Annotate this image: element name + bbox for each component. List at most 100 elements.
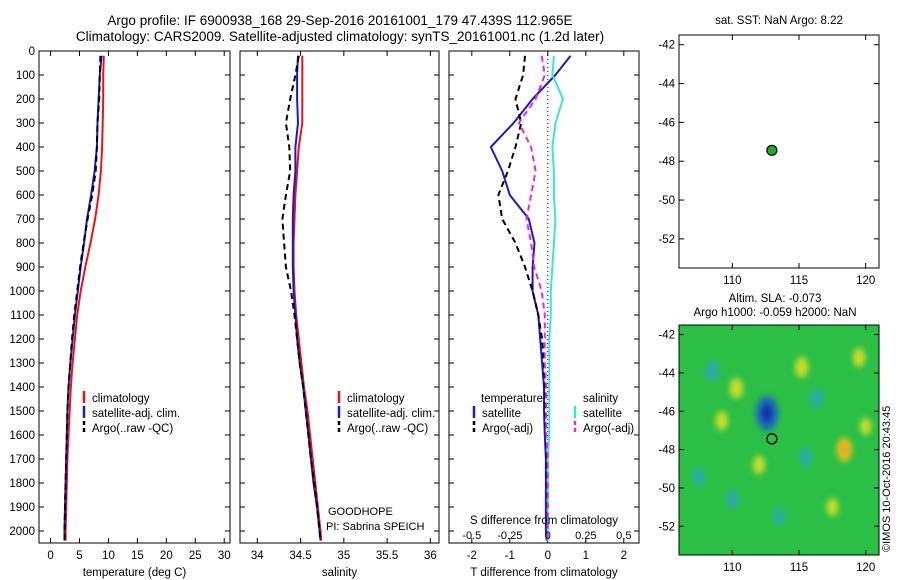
x-tick-label: 35 <box>337 550 350 562</box>
x2-tick-label: 0.5 <box>616 530 631 542</box>
legend-entry: Argo(-adj) <box>583 423 634 435</box>
y-tick-label: 2000 <box>9 526 35 538</box>
x-tick-label: 34.5 <box>289 550 311 562</box>
legend-entry: Argo(..raw -QC) <box>92 423 173 435</box>
x-tick-label: -2 <box>467 550 477 562</box>
y-tick-label: 1100 <box>10 310 35 322</box>
difference-series-line <box>546 55 564 541</box>
heatmap-anomaly <box>773 508 785 526</box>
y-tick-label: 1400 <box>9 382 35 394</box>
x-tick-label: 2 <box>621 550 627 562</box>
heatmap-anomaly <box>860 417 872 436</box>
y-tick-label: 400 <box>16 142 35 154</box>
heatmap-anomaly-core <box>840 443 849 456</box>
profile-panel-0 <box>38 50 231 544</box>
y-tick-label: -52 <box>658 234 675 246</box>
y-tick-label: 1000 <box>9 286 35 298</box>
heatmap-anomaly-core <box>761 404 773 423</box>
temperature-series-line <box>63 55 103 541</box>
profile-panel-1 <box>239 50 440 544</box>
sst-map-title: sat. SST: NaN Argo: 8.22 <box>715 15 843 27</box>
legend-entry: satellite-adj. clim. <box>347 408 435 420</box>
salinity-series-line <box>281 55 322 541</box>
profile-panel-2 <box>448 50 640 544</box>
x-tick-label: 110 <box>723 275 741 287</box>
y-tick-label: -50 <box>658 483 675 495</box>
y-tick-label: 800 <box>16 238 35 250</box>
x-tick-label: 1 <box>583 550 589 562</box>
x2-tick-label: -0.25 <box>497 530 522 542</box>
heatmap-anomaly <box>729 377 744 399</box>
x-tick-label: 0 <box>47 550 53 562</box>
x-tick-label: 10 <box>102 550 115 562</box>
y-tick-label: -48 <box>658 156 675 168</box>
y-tick-label: -46 <box>658 406 675 418</box>
heatmap-features <box>693 347 872 526</box>
y-tick-label: 200 <box>16 94 35 106</box>
sla-map-title-line2: Argo h1000: -0.059 h2000: NaN <box>693 307 856 319</box>
temperature-series-line <box>63 55 102 541</box>
x-axis-label: salinity <box>322 567 357 579</box>
x-tick-label: 120 <box>856 562 875 574</box>
legend-entry: satellite <box>583 408 622 420</box>
y-tick-label: -44 <box>658 79 675 91</box>
x-tick-label: 25 <box>189 550 202 562</box>
sla-map-title-line1: Altim. SLA: -0.073 <box>729 293 822 305</box>
y-tick-label: 1600 <box>9 430 35 442</box>
y-tick-label: 900 <box>16 262 35 274</box>
x2-tick-label: -0.5 <box>462 530 481 542</box>
y-tick-label: 1700 <box>9 454 35 466</box>
y-tick-label: 600 <box>16 190 35 202</box>
y-tick-label: 500 <box>16 166 35 178</box>
legend-entry: satellite <box>482 408 521 420</box>
heatmap-anomaly <box>794 356 809 378</box>
heatmap-anomaly <box>810 388 823 408</box>
sla-heatmap <box>679 325 879 555</box>
figure-title-line2: Climatology: CARS2009. Satellite-adjuste… <box>75 29 605 44</box>
y-tick-label: 1300 <box>9 358 35 370</box>
y-tick-label: 700 <box>16 214 35 226</box>
x-tick-label: 0 <box>545 550 551 562</box>
heatmap-anomaly <box>752 455 766 475</box>
program-label: GOODHOPE <box>328 506 393 518</box>
x-tick-label: 5 <box>76 550 82 562</box>
y-tick-label: 1800 <box>9 478 35 490</box>
map-frame <box>678 324 880 556</box>
y-tick-label: -52 <box>658 521 675 533</box>
heatmap-anomaly <box>799 447 812 467</box>
legend-group-title: temperature <box>481 393 543 405</box>
y-tick-label: 1900 <box>9 502 35 514</box>
annotations-layer: GOODHOPE PI: Sabrina SPEICH ©IMOS 10-Oct… <box>326 406 893 552</box>
legend-entry: climatology <box>92 393 150 405</box>
x2-tick-label: 0.25 <box>575 530 596 542</box>
y-tick-label: 1200 <box>9 334 35 346</box>
legend-entry: Argo(-adj) <box>482 423 533 435</box>
plots-layer: 0100200300400500600700800900100011001200… <box>9 15 880 579</box>
x-axis-label: temperature (deg C) <box>83 567 187 579</box>
x-tick-label: 30 <box>218 550 231 562</box>
argo-location-marker <box>766 433 778 445</box>
y-tick-label: -48 <box>658 445 675 457</box>
legend-entry: satellite-adj. clim. <box>92 408 180 420</box>
x-tick-label: 110 <box>723 562 741 574</box>
pi-label: PI: Sabrina SPEICH <box>326 521 424 533</box>
plot-frame <box>239 50 440 544</box>
x-tick-label: 120 <box>856 275 875 287</box>
x-tick-label: 115 <box>790 562 808 574</box>
y-tick-label: -42 <box>658 40 675 52</box>
difference-series-line <box>489 55 572 541</box>
y-tick-label: 100 <box>16 70 35 82</box>
x-axis-label: T difference from climatology <box>470 567 617 579</box>
y-tick-label: -44 <box>658 368 675 380</box>
difference-series-line <box>517 55 549 541</box>
x-tick-label: 36 <box>424 550 437 562</box>
heatmap-anomaly <box>826 498 839 517</box>
y-tick-label: -46 <box>658 117 675 129</box>
heatmap-anomaly <box>693 467 705 486</box>
argo-location-marker <box>766 144 778 156</box>
x-tick-label: 115 <box>790 275 808 287</box>
x-tick-label: 35.5 <box>376 550 398 562</box>
salinity-series-line <box>291 55 322 541</box>
x-tick-label: 20 <box>160 550 173 562</box>
x2-tick-label: 0 <box>545 530 551 542</box>
